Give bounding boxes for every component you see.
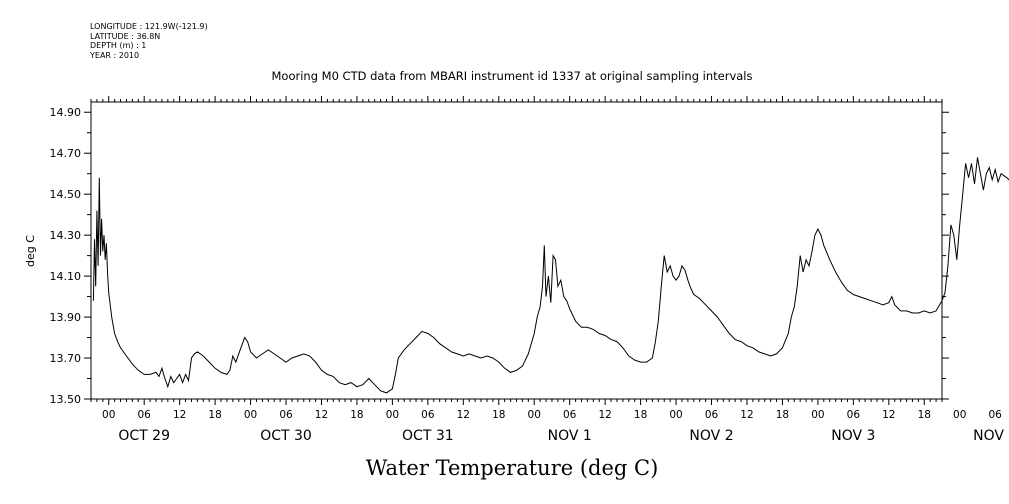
longitude-label: LONGITUDE : 121.9W(-121.9) <box>90 22 208 31</box>
x-hour-label: 06 <box>138 409 152 421</box>
x-hour-label: 12 <box>457 409 470 421</box>
x-hour-label: 12 <box>598 409 611 421</box>
temperature-series-line <box>92 157 1009 394</box>
y-tick-label: 14.10 <box>50 270 82 283</box>
x-day-label: NOV 4 <box>973 428 1009 444</box>
x-day-label: NOV 3 <box>831 428 875 444</box>
x-hour-label: 18 <box>776 409 789 421</box>
x-day-label: OCT 31 <box>402 428 454 444</box>
y-tick-label: 14.30 <box>50 229 82 242</box>
metadata-block: LONGITUDE : 121.9W(-121.9) LATITUDE : 36… <box>90 22 208 60</box>
y-tick-label: 14.50 <box>50 188 82 201</box>
x-hour-label: 18 <box>634 409 647 421</box>
y-tick-label: 13.70 <box>50 352 82 365</box>
x-hour-label: 00 <box>386 409 399 421</box>
x-day-label: NOV 2 <box>689 428 733 444</box>
x-hour-label: 18 <box>918 409 931 421</box>
x-hour-label: 00 <box>953 409 966 421</box>
y-tick-label: 13.90 <box>50 311 82 324</box>
x-hour-label: 18 <box>208 409 221 421</box>
x-hour-label: 18 <box>492 409 505 421</box>
x-hour-label: 06 <box>705 409 719 421</box>
plot-frame <box>90 101 943 400</box>
latitude-label: LATITUDE : 36.8N <box>90 31 161 41</box>
x-hour-label: 06 <box>563 409 577 421</box>
x-hour-label: 12 <box>173 409 186 421</box>
x-hour-label: 06 <box>989 409 1003 421</box>
x-hour-label: 00 <box>244 409 257 421</box>
x-axis-label: Water Temperature (deg C) <box>366 456 659 480</box>
chart-title: Mooring M0 CTD data from MBARI instrumen… <box>272 69 753 83</box>
x-hour-label: 18 <box>350 409 363 421</box>
x-hour-label: 00 <box>811 409 824 421</box>
x-hour-label: 00 <box>528 409 541 421</box>
depth-label: DEPTH (m) : 1 <box>90 41 147 50</box>
y-tick-label: 14.70 <box>50 147 82 160</box>
x-day-label: OCT 29 <box>118 428 170 444</box>
x-day-label: NOV 1 <box>548 428 592 444</box>
x-hour-label: 12 <box>882 409 895 421</box>
y-tick-label: 14.90 <box>50 106 82 119</box>
x-hour-label: 12 <box>740 409 753 421</box>
x-hour-label: 12 <box>315 409 328 421</box>
x-day-label: OCT 30 <box>260 428 312 444</box>
x-hour-label: 06 <box>421 409 435 421</box>
y-tick-label: 13.50 <box>50 393 82 406</box>
x-hour-label: 06 <box>279 409 293 421</box>
year-label: YEAR : 2010 <box>90 50 140 60</box>
x-hour-label: 00 <box>669 409 682 421</box>
x-hour-label: 06 <box>847 409 861 421</box>
x-hour-label: 00 <box>102 409 115 421</box>
y-axis-label: deg C <box>24 235 37 267</box>
